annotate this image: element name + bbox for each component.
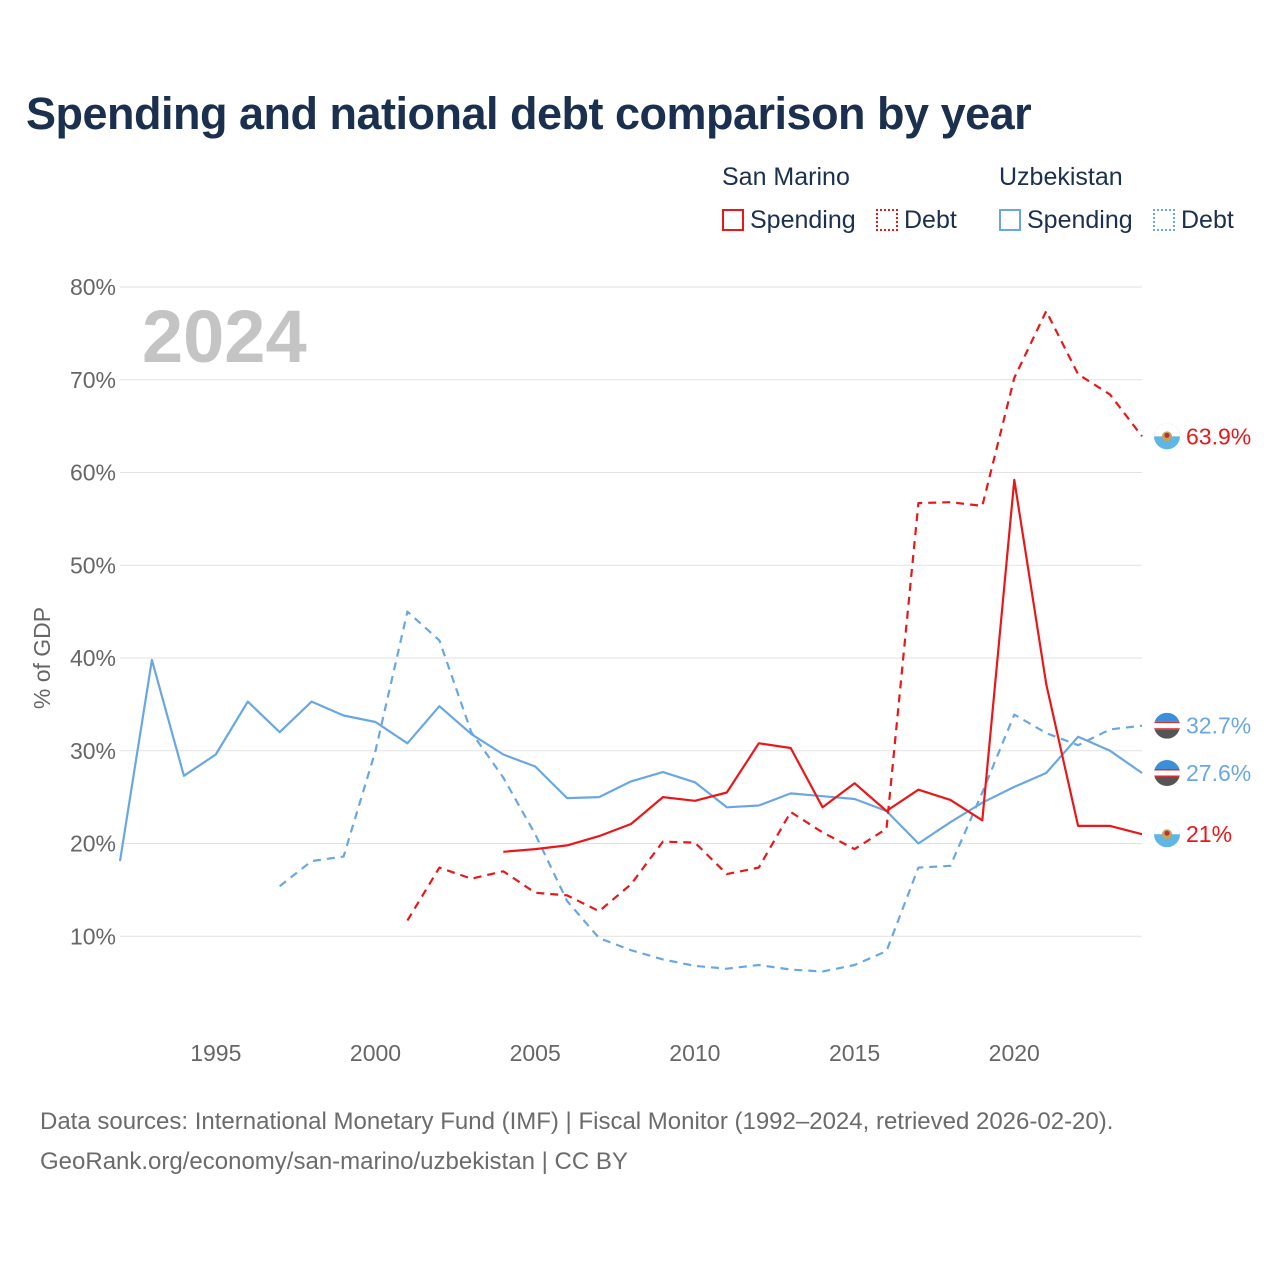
y-tick-label: 60% (70, 460, 116, 486)
flag-icon-san-marino (1154, 821, 1180, 848)
y-tick-label: 30% (70, 738, 116, 764)
flag-icon-uzbekistan (1154, 712, 1180, 739)
legend-group-uzbekistan: Uzbekistan (999, 163, 1123, 191)
series-line-san-marino-spending (503, 478, 1143, 853)
y-axis-label: % of GDP (29, 607, 55, 709)
x-tick-label: 2015 (829, 1040, 880, 1066)
chart-title: Spending and national debt comparison by… (26, 88, 1032, 139)
x-tick-label: 2000 (350, 1040, 401, 1066)
y-tick-label: 80% (70, 274, 116, 300)
legend-item-uzbekistan-spending[interactable]: Spending (999, 204, 1133, 236)
legend-group-san-marino: San Marino (722, 163, 850, 191)
end-value-label: 63.9% (1186, 423, 1251, 449)
y-tick-label: 20% (70, 831, 116, 857)
legend-item-san-marino-debt[interactable]: Debt (876, 204, 957, 236)
legend-label: Debt (904, 205, 957, 234)
y-tick-label: 50% (70, 552, 116, 578)
legend-swatch-dotted-red (876, 209, 898, 231)
x-tick-label: 2005 (510, 1040, 561, 1066)
y-tick-label: 40% (70, 645, 116, 671)
year-watermark: 2024 (142, 295, 307, 378)
x-tick-label: 2010 (669, 1040, 720, 1066)
source-line-1: Data sources: International Monetary Fun… (40, 1108, 1114, 1135)
legend-item-uzbekistan-debt[interactable]: Debt (1153, 204, 1234, 236)
legend-label: Spending (750, 205, 856, 234)
legend-swatch-dotted-blue (1153, 209, 1175, 231)
x-tick-label: 1995 (190, 1040, 241, 1066)
legend-label: Spending (1027, 205, 1133, 234)
legend-label: Debt (1181, 205, 1234, 234)
end-value-label: 32.7% (1186, 713, 1251, 739)
x-tick-label: 2020 (989, 1040, 1040, 1066)
y-tick-label: 10% (70, 923, 116, 949)
series-line-san-marino-debt (406, 310, 1143, 922)
legend-swatch-solid-blue (999, 209, 1021, 231)
end-value-label: 27.6% (1186, 760, 1251, 786)
y-tick-label: 70% (70, 367, 116, 393)
series-line-uzbekistan-spending (118, 658, 1143, 862)
flag-icon-uzbekistan (1154, 760, 1180, 787)
end-value-label: 21% (1186, 821, 1232, 847)
series-line-uzbekistan-debt (279, 610, 1143, 973)
flag-icon-san-marino (1154, 423, 1180, 450)
legend-swatch-solid-red (722, 209, 744, 231)
source-line-2[interactable]: GeoRank.org/economy/san-marino/uzbekista… (40, 1148, 628, 1175)
legend-item-san-marino-spending[interactable]: Spending (722, 204, 856, 236)
